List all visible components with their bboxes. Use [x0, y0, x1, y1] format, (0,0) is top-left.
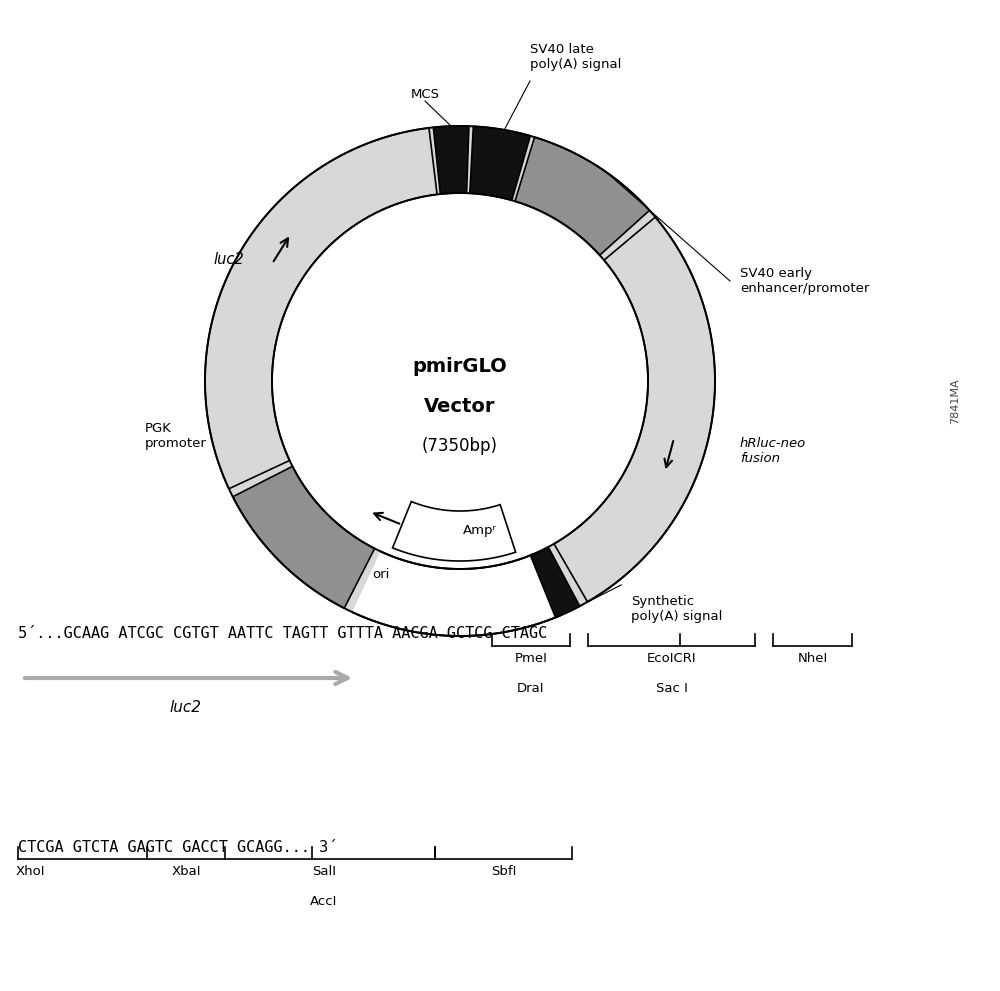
Text: hRluc-neo
fusion: hRluc-neo fusion: [740, 437, 806, 465]
Text: MCS: MCS: [411, 88, 440, 101]
Text: (7350bp): (7350bp): [422, 437, 498, 455]
Text: NheI: NheI: [797, 652, 828, 665]
Text: XhoI: XhoI: [15, 865, 45, 878]
Text: SalI: SalI: [312, 865, 336, 878]
Text: ori: ori: [373, 568, 390, 581]
Polygon shape: [393, 501, 516, 561]
Text: pmirGLO: pmirGLO: [413, 357, 507, 376]
Text: luc2: luc2: [214, 252, 244, 267]
Text: luc2: luc2: [169, 700, 201, 715]
Text: SV40 early
enhancer/promoter: SV40 early enhancer/promoter: [740, 267, 869, 295]
Text: PGK
promoter: PGK promoter: [145, 422, 207, 450]
Text: 5´...GCAAG ATCGC CGTGT AATTC TAGTT GTTTA AACGA GCTCG CTAGC: 5´...GCAAG ATCGC CGTGT AATTC TAGTT GTTTA…: [18, 626, 547, 641]
Polygon shape: [233, 467, 375, 608]
Text: CTCGA GTCTA GAGTC GACCT GCAGG... 3´: CTCGA GTCTA GAGTC GACCT GCAGG... 3´: [18, 839, 337, 854]
Text: cer: cer: [274, 479, 295, 492]
Polygon shape: [205, 126, 715, 636]
Text: SbfI: SbfI: [491, 865, 516, 878]
Polygon shape: [433, 126, 469, 194]
Polygon shape: [205, 128, 437, 489]
Text: Ampʳ: Ampʳ: [463, 524, 497, 537]
Text: Vector: Vector: [424, 396, 496, 415]
Polygon shape: [554, 217, 715, 602]
Polygon shape: [352, 551, 560, 636]
Polygon shape: [470, 126, 530, 200]
Text: 7841MA: 7841MA: [950, 379, 960, 424]
Text: AccI: AccI: [310, 895, 338, 908]
Text: EcoICRI: EcoICRI: [647, 652, 696, 665]
Text: DraI: DraI: [517, 682, 545, 695]
Text: SV40 late
poly(A) signal: SV40 late poly(A) signal: [530, 43, 621, 71]
Polygon shape: [515, 137, 650, 256]
Text: PmeI: PmeI: [515, 652, 547, 665]
Text: Sac I: Sac I: [656, 682, 687, 695]
Polygon shape: [530, 547, 580, 617]
Text: XbaI: XbaI: [171, 865, 201, 878]
Text: Synthetic
poly(A) signal: Synthetic poly(A) signal: [631, 595, 723, 623]
